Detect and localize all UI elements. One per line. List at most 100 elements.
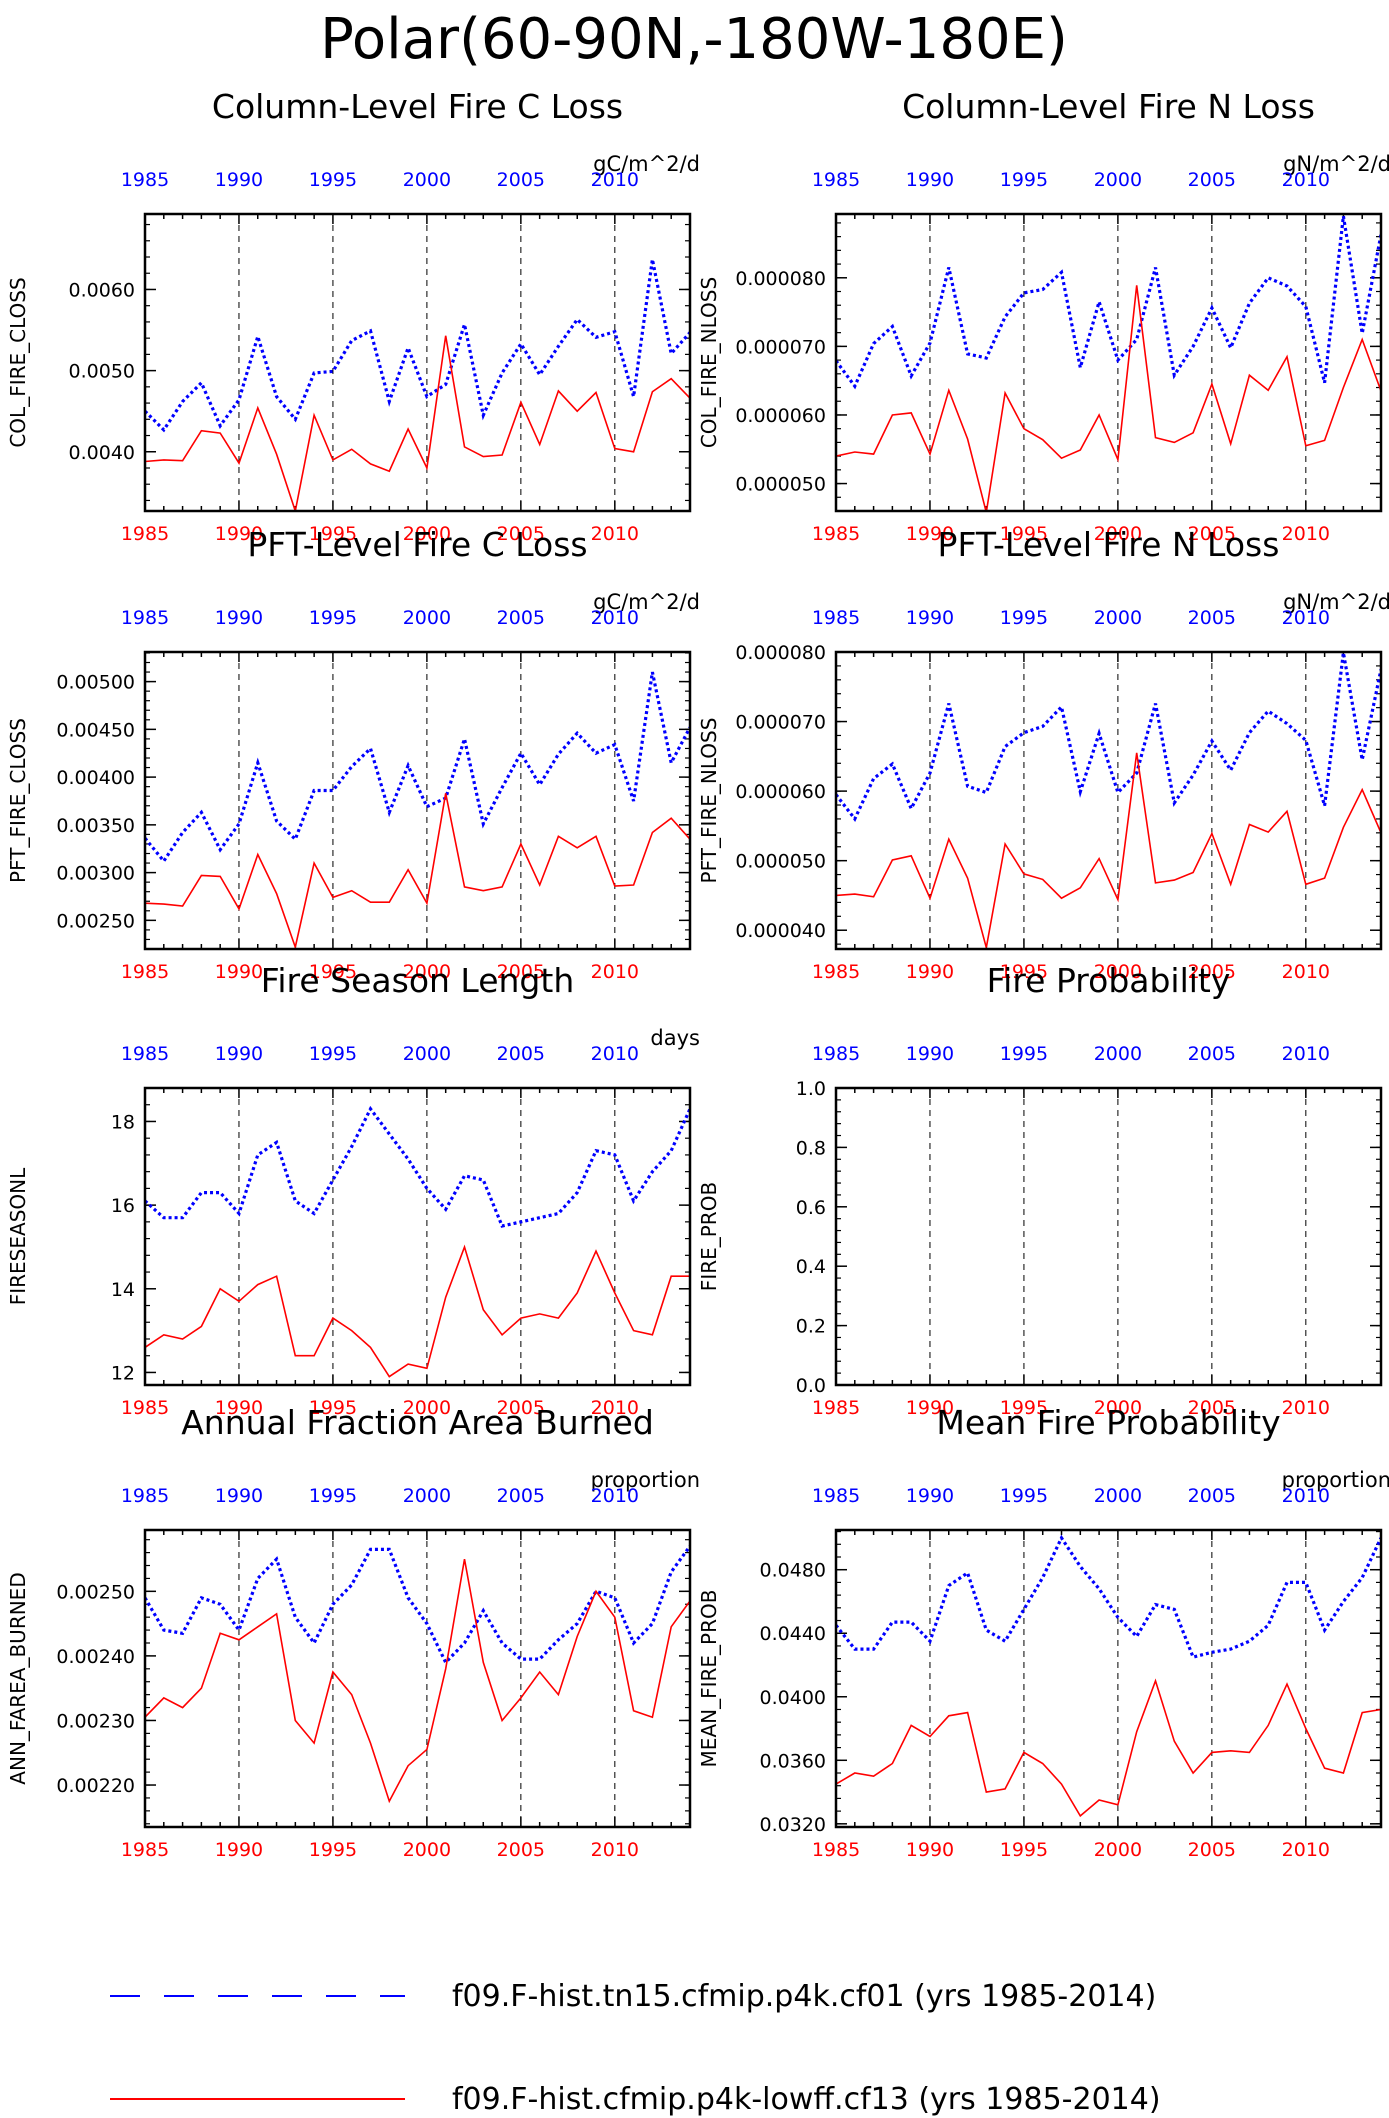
x-tick-label-top: 1995 — [1000, 1043, 1048, 1065]
x-tick-label-top: 1990 — [215, 607, 263, 629]
series-line-dashed — [836, 1534, 1381, 1659]
y-axis-label: COL_FIRE_NLOSS — [697, 277, 721, 448]
x-tick-label-bottom: 1995 — [309, 961, 357, 983]
panel-title: PFT-Level Fire N Loss — [938, 525, 1280, 564]
x-tick-label-bottom: 2010 — [1282, 1839, 1330, 1861]
y-tick-label: 0.000040 — [735, 920, 826, 942]
y-tick-label: 1.0 — [796, 1078, 826, 1100]
x-tick-label-bottom: 2005 — [497, 961, 545, 983]
panel-title: Fire Probability — [987, 961, 1231, 1000]
x-tick-label-top: 1995 — [309, 607, 357, 629]
x-tick-label-bottom: 1990 — [215, 961, 263, 983]
y-axis-label: FIRE_PROB — [697, 1182, 721, 1291]
plot-frame — [143, 650, 692, 951]
x-tick-label-top: 1995 — [1000, 607, 1048, 629]
x-tick-label-top: 1985 — [121, 607, 169, 629]
panel-title: Annual Fraction Area Burned — [181, 1403, 654, 1442]
x-tick-label-top: 1985 — [812, 1043, 860, 1065]
y-tick-label: 0.0360 — [760, 1750, 826, 1772]
x-tick-label-bottom: 1995 — [309, 1397, 357, 1419]
x-tick-label-bottom: 2005 — [1188, 1397, 1236, 1419]
plot-frame — [143, 1086, 692, 1387]
panel-title: Fire Season Length — [261, 961, 574, 1000]
y-tick-label: 0.000080 — [735, 268, 826, 290]
plot-frame — [834, 1086, 1383, 1387]
x-tick-label-bottom: 1995 — [1000, 961, 1048, 983]
x-tick-label-top: 1995 — [1000, 169, 1048, 191]
x-tick-label-top: 2000 — [1094, 1485, 1142, 1507]
x-tick-label-bottom: 2005 — [497, 1839, 545, 1861]
x-tick-label-bottom: 1990 — [215, 1397, 263, 1419]
x-tick-label-top: 2010 — [591, 1485, 639, 1507]
series-line-solid — [145, 335, 690, 511]
y-axis-label: PFT_FIRE_NLOSS — [697, 718, 721, 884]
y-axis-label: COL_FIRE_CLOSS — [6, 277, 30, 447]
x-tick-label-top: 2000 — [403, 1043, 451, 1065]
x-tick-label-top: 2005 — [1188, 607, 1236, 629]
y-tick-label: 0.0040 — [69, 442, 135, 464]
x-tick-label-bottom: 2000 — [1094, 961, 1142, 983]
x-tick-label-top: 1985 — [121, 169, 169, 191]
x-tick-label-top: 1995 — [309, 169, 357, 191]
x-tick-label-bottom: 1990 — [906, 1397, 954, 1419]
x-tick-label-bottom: 2000 — [403, 523, 451, 545]
units-label: gC/m^2/d — [593, 152, 700, 176]
plot-frame — [143, 212, 692, 513]
x-tick-label-bottom: 1995 — [309, 1839, 357, 1861]
series-line-solid — [836, 285, 1381, 511]
series-line-solid — [145, 1244, 690, 1378]
x-tick-label-top: 1995 — [1000, 1485, 1048, 1507]
x-tick-label-bottom: 1985 — [812, 1397, 860, 1419]
x-tick-label-bottom: 2010 — [591, 1397, 639, 1419]
x-tick-label-bottom: 1985 — [121, 523, 169, 545]
y-tick-label: 0.4 — [796, 1256, 826, 1278]
x-tick-label-bottom: 2010 — [591, 1839, 639, 1861]
units-label: gC/m^2/d — [593, 590, 700, 614]
x-tick-label-bottom: 1995 — [309, 523, 357, 545]
y-axis-label: FIRESEASONL — [6, 1167, 30, 1305]
chart-panel-3: PFT-Level Fire C Loss gC/m^2/d PFT_FIRE_CL… — [6, 525, 700, 983]
x-tick-label-bottom: 1985 — [812, 961, 860, 983]
chart-panel-4: PFT-Level Fire N Loss gN/m^2/d PFT_FIRE_NL… — [697, 525, 1389, 983]
series-line-dashed — [145, 1105, 690, 1228]
chart-panel-5: Fire Season Length days FIRESEASONL 1985 198… — [6, 961, 700, 1419]
x-tick-label-bottom: 1990 — [215, 523, 263, 545]
x-tick-label-bottom: 2000 — [1094, 1839, 1142, 1861]
y-tick-label: 0.000050 — [735, 474, 826, 496]
x-tick-label-top: 1985 — [121, 1043, 169, 1065]
x-tick-label-top: 2000 — [1094, 607, 1142, 629]
x-tick-label-bottom: 2000 — [1094, 523, 1142, 545]
x-tick-label-bottom: 2010 — [1282, 961, 1330, 983]
y-axis-label: MEAN_FIRE_PROB — [697, 1590, 721, 1768]
y-tick-label: 0.000070 — [735, 712, 826, 734]
plot-frame — [834, 1528, 1383, 1829]
x-tick-label-top: 1990 — [906, 607, 954, 629]
y-tick-label: 18 — [111, 1111, 135, 1133]
y-tick-label: 0.000060 — [735, 405, 826, 427]
x-tick-label-top: 1985 — [812, 1485, 860, 1507]
x-tick-label-bottom: 1985 — [812, 1839, 860, 1861]
x-tick-label-bottom: 2010 — [1282, 1397, 1330, 1419]
x-tick-label-top: 2010 — [1282, 1485, 1330, 1507]
series-line-solid — [836, 1678, 1381, 1818]
x-tick-label-top: 2010 — [1282, 607, 1330, 629]
series-line-solid — [836, 752, 1381, 948]
x-tick-label-top: 1990 — [215, 1043, 263, 1065]
panel-title: Mean Fire Probability — [936, 1403, 1280, 1442]
y-tick-label: 0.00300 — [56, 863, 135, 885]
y-axis-label: ANN_FAREA_BURNED — [6, 1572, 30, 1784]
x-tick-label-top: 2005 — [1188, 169, 1236, 191]
plot-frame — [143, 1528, 692, 1829]
x-tick-label-top: 1985 — [121, 1485, 169, 1507]
panel-title: PFT-Level Fire C Loss — [247, 525, 587, 564]
y-tick-label: 0.0320 — [760, 1814, 826, 1836]
x-tick-label-top: 1985 — [812, 607, 860, 629]
x-tick-label-top: 2005 — [497, 169, 545, 191]
x-tick-label-bottom: 2005 — [1188, 1839, 1236, 1861]
x-tick-label-bottom: 1990 — [906, 961, 954, 983]
units-label: days — [650, 1026, 700, 1050]
x-tick-label-bottom: 1990 — [906, 1839, 954, 1861]
y-tick-label: 0.0440 — [760, 1623, 826, 1645]
y-tick-label: 0.00250 — [56, 910, 135, 932]
